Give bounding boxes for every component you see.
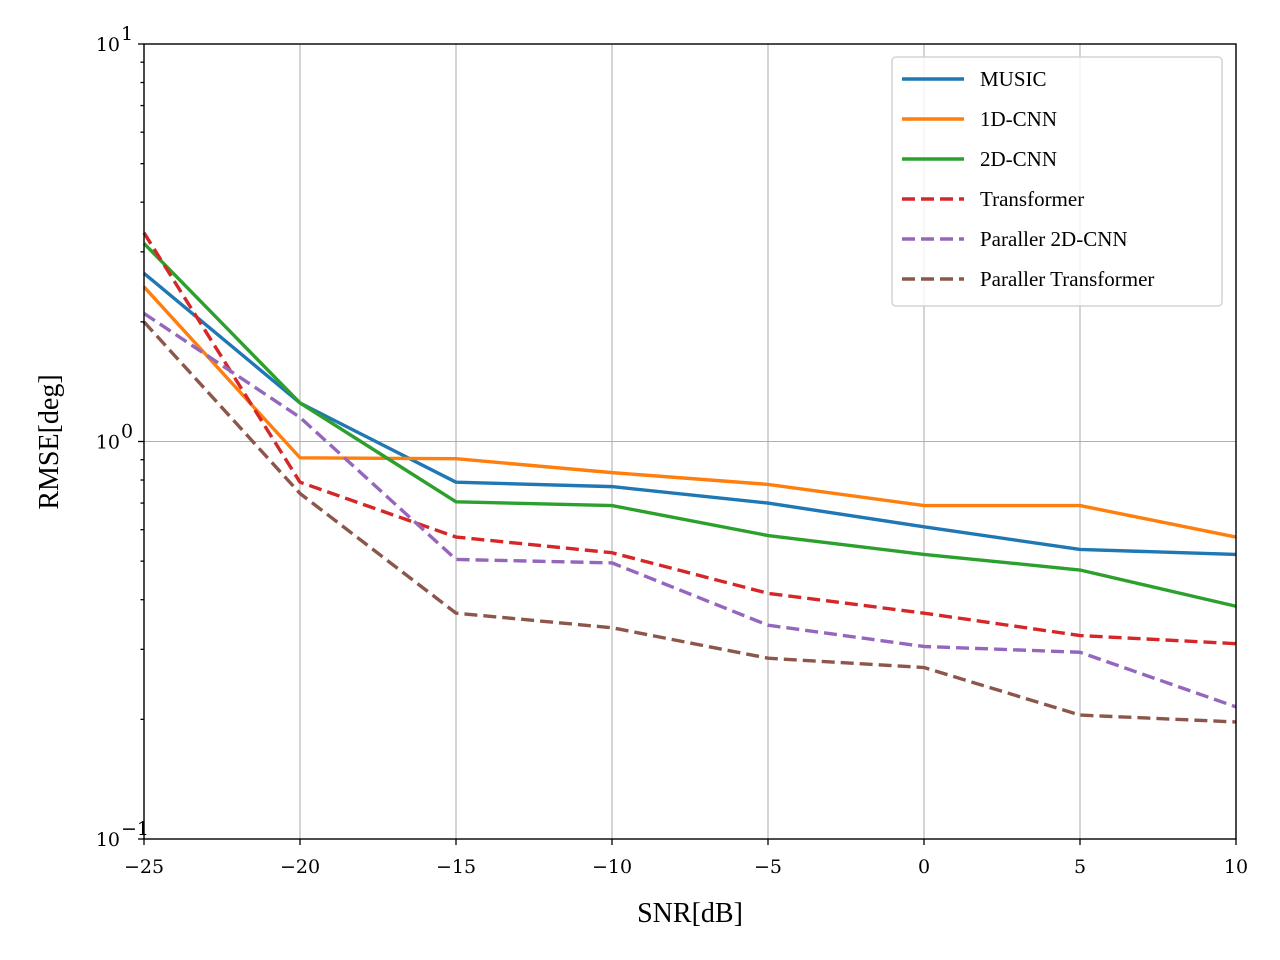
legend-box [891, 56, 1223, 307]
legend-label-transformer: Transformer [980, 187, 1084, 211]
series-line-paraller-transformer [142, 320, 1237, 724]
legend-label-paraller-2d-cnn: Paraller 2D-CNN [980, 227, 1128, 251]
legend-label-paraller-transformer: Paraller Transformer [980, 267, 1154, 291]
y-tick-exponent: 0 [121, 421, 133, 443]
x-tick-label: 5 [1074, 856, 1086, 878]
legend-label-1d-cnn: 1D-CNN [980, 107, 1057, 131]
x-tick-label: −20 [280, 856, 320, 878]
series-line-paraller-2d-cnn [143, 312, 1237, 709]
series-line-transformer [142, 231, 1237, 646]
x-tick-label: −5 [754, 856, 782, 878]
legend: MUSIC 1D-CNN 2D-CNN Transformer Paraller 2D-… [891, 56, 1223, 307]
x-axis-label: SNR[dB] [637, 898, 743, 929]
series-line-1d-cnn [142, 285, 1237, 539]
y-axis-label: RMSE[deg] [34, 374, 65, 509]
x-tick-label: −10 [592, 856, 632, 878]
y-tick-exponent: 1 [121, 23, 133, 45]
y-tick-label: 10 [96, 34, 120, 56]
ticks [138, 43, 1237, 845]
y-tick-label: 10 [96, 829, 120, 851]
series-layer [142, 231, 1237, 724]
series-line-music [142, 271, 1237, 557]
x-tick-label: −15 [436, 856, 476, 878]
legend-label-music: MUSIC [980, 67, 1047, 91]
y-tick-label: 10 [96, 432, 120, 454]
x-tick-label: 10 [1224, 856, 1248, 878]
legend-label-2d-cnn: 2D-CNN [980, 147, 1057, 171]
y-tick-exponent: −1 [121, 818, 149, 840]
x-tick-label: 0 [918, 856, 930, 878]
x-tick-label: −25 [124, 856, 164, 878]
series-line-2d-cnn [142, 242, 1237, 608]
